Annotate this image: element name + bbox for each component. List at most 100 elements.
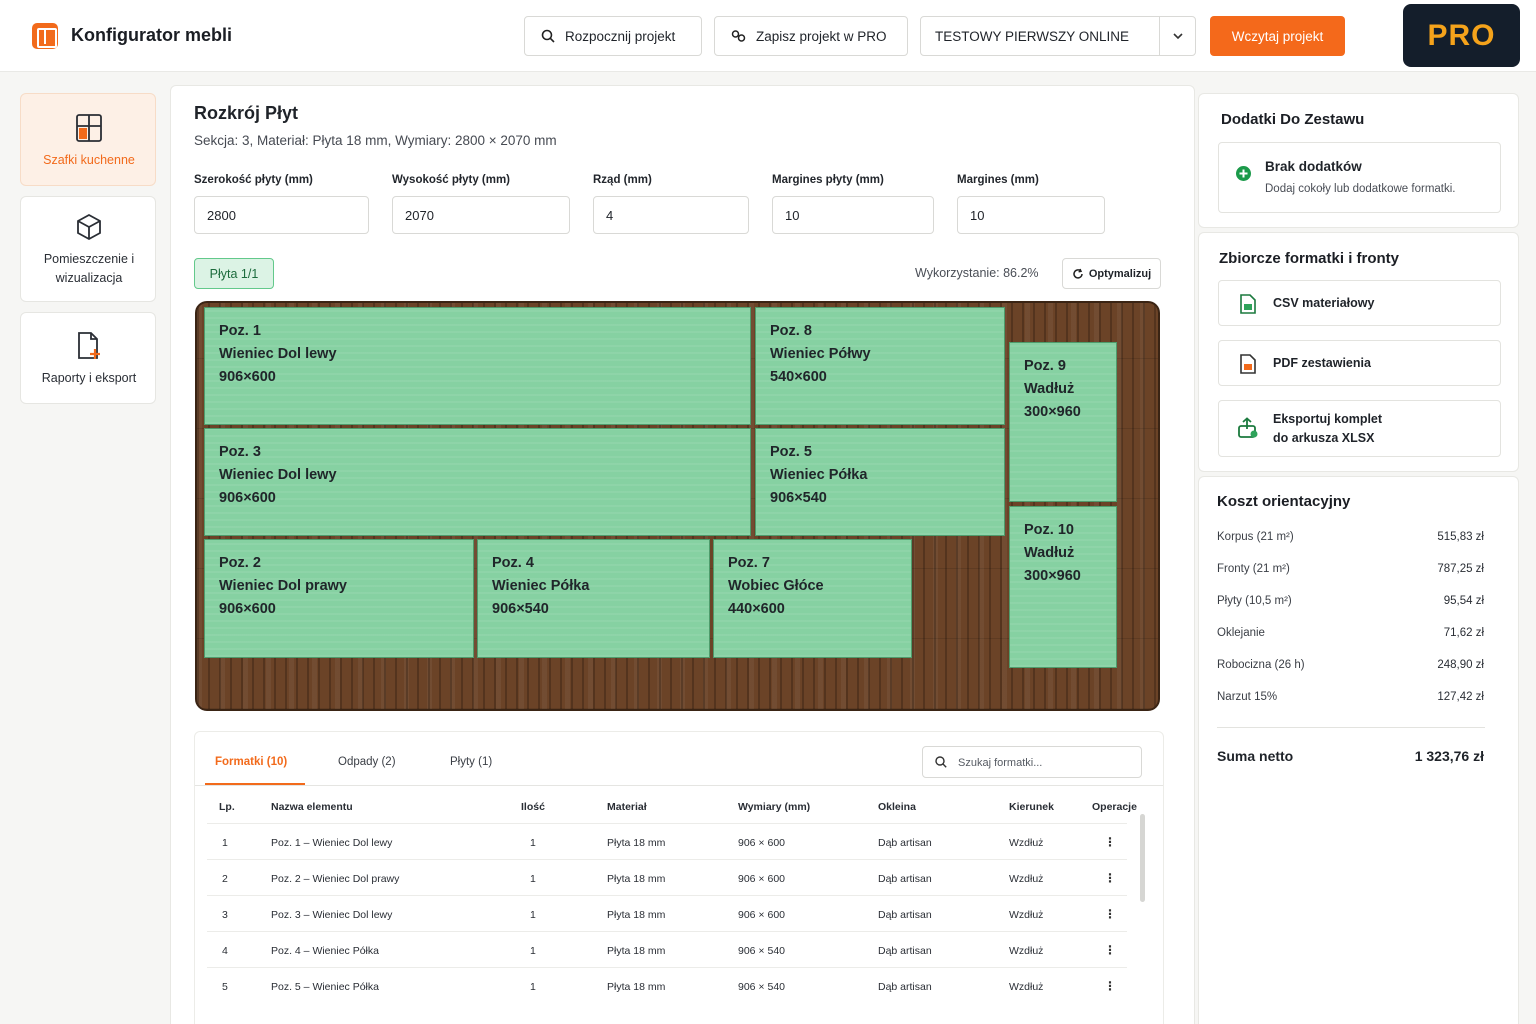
kerf-input[interactable] (593, 196, 749, 234)
cell-lp: 3 (222, 909, 228, 921)
search-input[interactable]: Szukaj formatki... (922, 746, 1142, 778)
board-margin-input[interactable] (772, 196, 934, 234)
table-row[interactable]: 1 Poz. 1 – Wieniec Dol lewy 1 Płyta 18 m… (207, 823, 1127, 859)
cell-edge: Dąb artisan (878, 873, 932, 885)
cost-divider (1217, 727, 1485, 728)
piece-dims: 906×540 (770, 490, 827, 506)
sheet-badge[interactable]: Płyta 1/1 (194, 258, 274, 289)
col-header[interactable]: Materiał (607, 801, 647, 813)
app-title: Konfigurator mebli (71, 25, 232, 45)
search-icon (541, 29, 555, 43)
piece-pos: Poz. 10 (1024, 522, 1074, 538)
cost-item-value: 515,83 zł (1437, 531, 1484, 543)
table-row[interactable]: 5 Poz. 5 – Wieniec Półka 1 Płyta 18 mm 9… (207, 967, 1127, 1003)
cell-edge: Dąb artisan (878, 909, 932, 921)
save-pro-button[interactable]: Zapisz projekt w PRO (714, 16, 908, 56)
table-scrollbar[interactable] (1140, 814, 1145, 902)
optimize-label: Optymalizuj (1088, 267, 1152, 280)
sidebar-item-reports-export[interactable]: Raporty i eksport (20, 312, 156, 404)
col-header[interactable]: Nazwa elementu (271, 801, 353, 813)
sidebar-item-kitchen-cabinets[interactable]: Szafki kuchenne (20, 93, 156, 186)
pro-badge[interactable]: PRO (1403, 4, 1520, 67)
piece-name: Wobiec Głóce (728, 578, 824, 594)
cost-item-value: 787,25 zł (1437, 563, 1484, 575)
app-logo-icon (32, 23, 58, 49)
tabs-divider (195, 785, 1163, 786)
pdf-export-button[interactable]: PDF zestawienia (1218, 340, 1501, 386)
exports-card: Zbiorcze formatki i fronty CSV materiało… (1198, 232, 1519, 472)
new-project-button[interactable]: Rozpocznij projekt (524, 16, 702, 56)
empty-addons-desc: Dodaj cokoły lub dodatkowe formatki. (1265, 183, 1456, 195)
table-row[interactable]: 4 Poz. 4 – Wieniec Półka 1 Płyta 18 mm 9… (207, 931, 1127, 967)
board-height-input[interactable] (392, 196, 570, 234)
cell-material: Płyta 18 mm (607, 873, 666, 885)
table-row[interactable]: 3 Poz. 3 – Wieniec Dol lewy 1 Płyta 18 m… (207, 895, 1127, 931)
piece-name: Wadłuż (1024, 381, 1075, 397)
load-project-button[interactable]: Wczytaj projekt (1210, 16, 1345, 56)
cube-icon (77, 213, 101, 241)
cell-name: Poz. 2 – Wieniec Dol prawy (271, 873, 400, 885)
xlsx-export-label-1: Eksportuj komplet (1273, 412, 1383, 426)
col-header[interactable]: Lp. (219, 801, 235, 813)
row-menu-icon[interactable]: ⋮ (1104, 907, 1116, 921)
table-row[interactable]: 2 Poz. 2 – Wieniec Dol prawy 1 Płyta 18 … (207, 859, 1127, 895)
piece-name: Wieniec Półka (492, 578, 590, 594)
cell-direction: Wzdłuż (1009, 873, 1044, 885)
tab-boards[interactable]: Płyty (1) (450, 756, 493, 768)
empty-addons-box[interactable]: Brak dodatków Dodaj cokoły lub dodatkowe… (1218, 142, 1501, 213)
margin-input[interactable] (957, 196, 1105, 234)
top-header: Konfigurator mebli Rozpocznij projekt Za… (0, 0, 1536, 72)
tab-parts[interactable]: Formatki (10) (215, 756, 288, 768)
board-width-input[interactable] (194, 196, 369, 234)
xlsx-export-label-2: do arkusza XLSX (1273, 431, 1375, 445)
csv-export-button[interactable]: CSV materiałowy (1218, 280, 1501, 326)
piece-dims: 906×540 (492, 601, 549, 617)
piece-name: Wadłuż (1024, 545, 1075, 561)
board-piece[interactable]: Poz. 5 Wieniec Półka 906×540 (755, 428, 1005, 536)
piece-pos: Poz. 4 (492, 555, 534, 571)
page-title: Rozkrój Płyt (194, 103, 299, 123)
addons-title: Dodatki Do Zestawu (1221, 111, 1365, 128)
cell-name: Poz. 1 – Wieniec Dol lewy (271, 837, 393, 849)
piece-dims: 906×600 (219, 369, 276, 385)
row-menu-icon[interactable]: ⋮ (1104, 871, 1116, 885)
row-menu-icon[interactable]: ⋮ (1104, 943, 1116, 957)
cost-item-value: 95,54 zł (1443, 595, 1484, 607)
cell-dims: 906 × 540 (738, 981, 786, 993)
search-icon (935, 756, 947, 768)
board-piece[interactable]: Poz. 8 Wieniec Półwy 540×600 (755, 307, 1005, 425)
cost-title: Koszt orientacyjny (1217, 493, 1351, 510)
exports-title: Zbiorcze formatki i fronty (1219, 250, 1400, 267)
col-header[interactable]: Okleina (878, 801, 916, 813)
project-select[interactable]: TESTOWY PIERWSZY ONLINE (920, 16, 1196, 56)
col-header[interactable]: Wymiary (mm) (738, 801, 811, 813)
row-menu-icon[interactable]: ⋮ (1104, 979, 1116, 993)
cell-material: Płyta 18 mm (607, 909, 666, 921)
col-header[interactable]: Ilość (521, 801, 545, 813)
piece-name: Wieniec Półwy (770, 346, 871, 362)
board-piece[interactable]: Poz. 3 Wieniec Dol lewy 906×600 (204, 428, 751, 536)
cell-qty: 1 (530, 981, 536, 993)
cell-edge: Dąb artisan (878, 981, 932, 993)
cell-direction: Wzdłuż (1009, 981, 1044, 993)
piece-pos: Poz. 1 (219, 323, 261, 339)
tab-waste[interactable]: Odpady (2) (338, 756, 396, 768)
xlsx-export-button[interactable]: Eksportuj komplet do arkusza XLSX (1218, 400, 1501, 457)
new-project-label: Rozpocznij projekt (565, 28, 676, 44)
board-piece[interactable]: Poz. 9 Wadłuż 300×960 (1009, 342, 1117, 502)
row-menu-icon[interactable]: ⋮ (1104, 835, 1116, 849)
cell-material: Płyta 18 mm (607, 981, 666, 993)
board-piece[interactable]: Poz. 1 Wieniec Dol lewy 906×600 (204, 307, 751, 425)
cell-qty: 1 (530, 837, 536, 849)
optimize-button[interactable]: Optymalizuj (1062, 258, 1161, 289)
sidebar-item-room-visualization[interactable]: Pomieszczenie i wizualizacja (20, 196, 156, 302)
total-value: 1 323,76 zł (1414, 748, 1484, 764)
cell-lp: 5 (222, 981, 228, 993)
board-piece[interactable]: Poz. 7 Wobiec Głóce 440×600 (713, 539, 912, 658)
board-piece[interactable]: Poz. 10 Wadłuż 300×960 (1009, 506, 1117, 668)
col-header[interactable]: Operacje (1092, 801, 1137, 813)
board-piece[interactable]: Poz. 2 Wieniec Dol prawy 906×600 (204, 539, 474, 658)
cell-qty: 1 (530, 909, 536, 921)
col-header[interactable]: Kierunek (1009, 801, 1054, 813)
board-piece[interactable]: Poz. 4 Wieniec Półka 906×540 (477, 539, 710, 658)
